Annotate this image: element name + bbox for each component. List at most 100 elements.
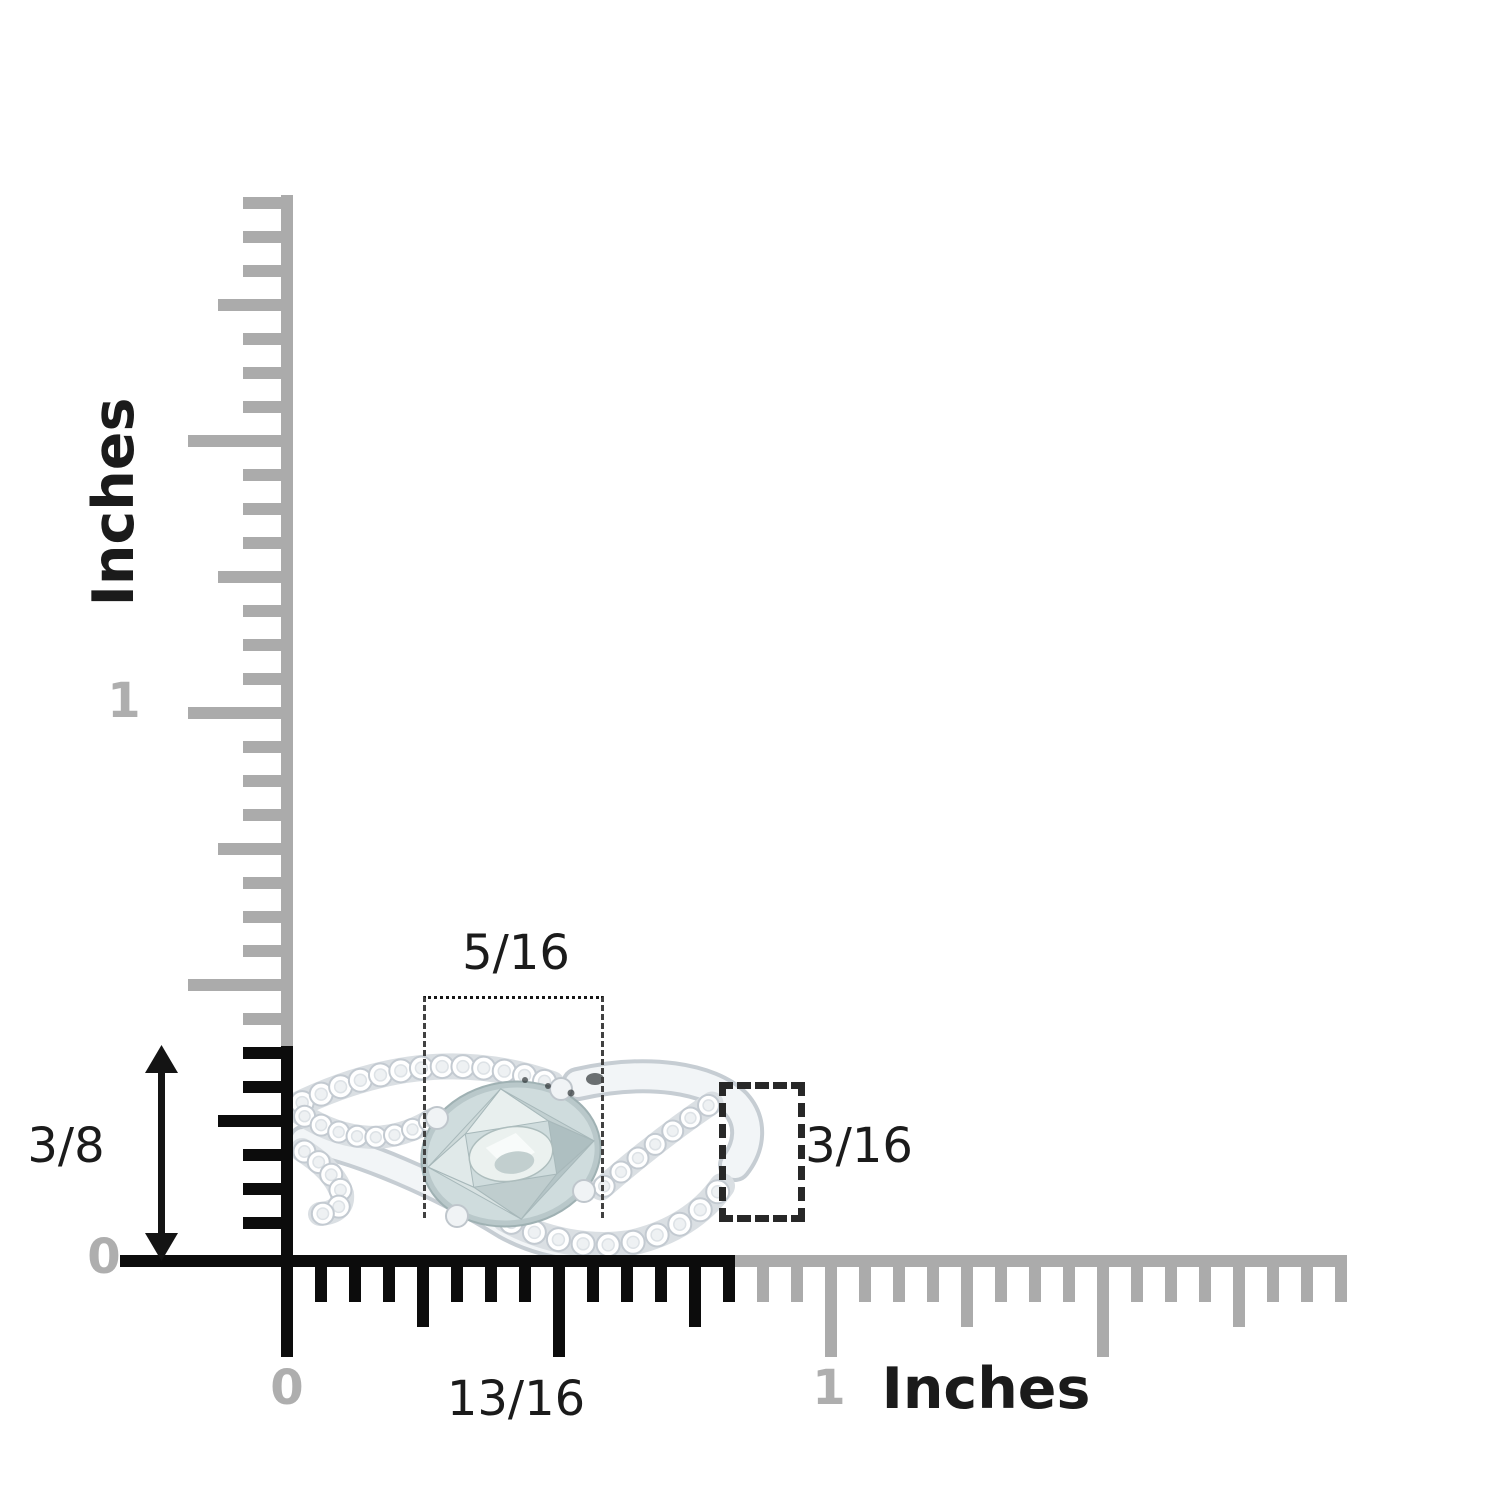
ruler-tick [315, 1267, 327, 1302]
prong [425, 1106, 449, 1130]
ruler-tick [243, 197, 281, 209]
gemstone [420, 1080, 602, 1228]
band-height-measure-box [719, 1082, 805, 1222]
ring-height-label: 3/8 [27, 1118, 105, 1174]
pave-diamonds [289, 1054, 731, 1258]
diamond-facet [497, 1064, 511, 1078]
ring-image [282, 1053, 765, 1262]
diamond-facet [476, 1061, 491, 1075]
ruler-tick [218, 843, 281, 855]
ruler-tick [243, 605, 281, 617]
ruler-tick [188, 435, 281, 447]
ruler-baseline [120, 1255, 735, 1267]
stone-width-measure-box [423, 996, 604, 1218]
ruler-tick [553, 1267, 565, 1357]
diamond-facet [614, 1165, 628, 1179]
diamond-facet [649, 1138, 662, 1151]
ruler-tick [218, 571, 281, 583]
horizontal-ruler-tick-label-1: 1 [812, 1360, 846, 1416]
diamond-facet [332, 1200, 346, 1214]
band-height-label: 3/16 [805, 1118, 913, 1174]
height-arrow [145, 1045, 178, 1261]
diamond-facet [350, 1129, 364, 1143]
ruler-tick [791, 1267, 803, 1302]
ruler-tick [1097, 1267, 1109, 1357]
ruler-tick [243, 1149, 281, 1161]
diamond-facet [684, 1111, 697, 1125]
arrowhead-up-icon [145, 1045, 178, 1073]
ruler-tick [927, 1267, 939, 1302]
diamond-facet [297, 1145, 311, 1158]
ruler-tick [243, 911, 281, 923]
horizontal-ruler-unit-label: Inches [881, 1356, 1091, 1422]
diamond-facet [693, 1203, 707, 1217]
diamond-facet [314, 1118, 328, 1132]
diamond-facet [456, 1059, 470, 1074]
ruler-tick [243, 265, 281, 277]
shadow-specks [522, 1073, 604, 1097]
diamond-facet [394, 1064, 408, 1078]
pave-diamonds [592, 1093, 721, 1198]
diamond-facet [298, 1110, 311, 1123]
ruler-tick [218, 299, 281, 311]
vertical-ruler-unit-label: Inches [81, 397, 147, 607]
prong [445, 1204, 469, 1228]
ruler-tick [1131, 1267, 1143, 1302]
ruler-tick [451, 1267, 463, 1302]
ruler-tick [243, 469, 281, 481]
diamond-facet [435, 1059, 449, 1074]
ruler-tick [243, 673, 281, 685]
ruler-spine [281, 1046, 293, 1357]
ring-width-label: 13/16 [446, 1371, 586, 1427]
vertical-ruler-tick-label-1: 1 [107, 673, 141, 729]
ruler-tick [243, 1217, 281, 1229]
ruler-tick [243, 333, 281, 345]
ruler-tick [243, 537, 281, 549]
diamond-facet [576, 1237, 590, 1251]
diamond-facet [353, 1073, 368, 1087]
ruler-tick [723, 1267, 735, 1302]
ruler-tick [243, 1081, 281, 1093]
ruler-tick [349, 1267, 361, 1302]
diamond-facet [314, 1087, 328, 1101]
ring-band-right [565, 1063, 761, 1178]
diamond-facet [631, 1151, 645, 1165]
ruler-tick [1063, 1267, 1075, 1302]
diamond-facet [316, 1207, 330, 1221]
diamond-facet [369, 1131, 383, 1144]
ruler-tick [859, 1267, 871, 1302]
diamond-facet [551, 1232, 566, 1247]
ruler-tick [1233, 1267, 1245, 1327]
ruler-tick [1267, 1267, 1279, 1302]
ruler-tick [243, 809, 281, 821]
ruler-tick [1199, 1267, 1211, 1302]
stone-width-label: 5/16 [462, 925, 570, 981]
ruler-tick [218, 1115, 281, 1127]
ruler-tick [243, 367, 281, 379]
ruler-tick [383, 1267, 395, 1302]
ruler-tick [243, 401, 281, 413]
ruler-tick [757, 1267, 769, 1302]
ruler-tick [825, 1267, 837, 1357]
vertical-ruler-tick-label-0: 0 [87, 1229, 121, 1285]
ruler-tick [243, 1013, 281, 1025]
ruler-tick [995, 1267, 1007, 1302]
ruler-tick [1301, 1267, 1313, 1302]
diamond-facet [332, 1125, 345, 1139]
ruler-tick [621, 1267, 633, 1302]
ruler-tick [417, 1267, 429, 1327]
ruler-tick [1335, 1267, 1347, 1302]
ruler-tick [893, 1267, 905, 1302]
ruler-tick [587, 1267, 599, 1302]
ruler-tick [243, 945, 281, 957]
ruler-tick [243, 639, 281, 651]
ruler-tick [188, 979, 281, 991]
ruler-tick [188, 707, 281, 719]
diamond-facet [626, 1235, 640, 1250]
diamond-facet [373, 1068, 388, 1082]
ruler-baseline [735, 1255, 1347, 1267]
horizontal-ruler [120, 1255, 1347, 1357]
ruler-tick [243, 503, 281, 515]
